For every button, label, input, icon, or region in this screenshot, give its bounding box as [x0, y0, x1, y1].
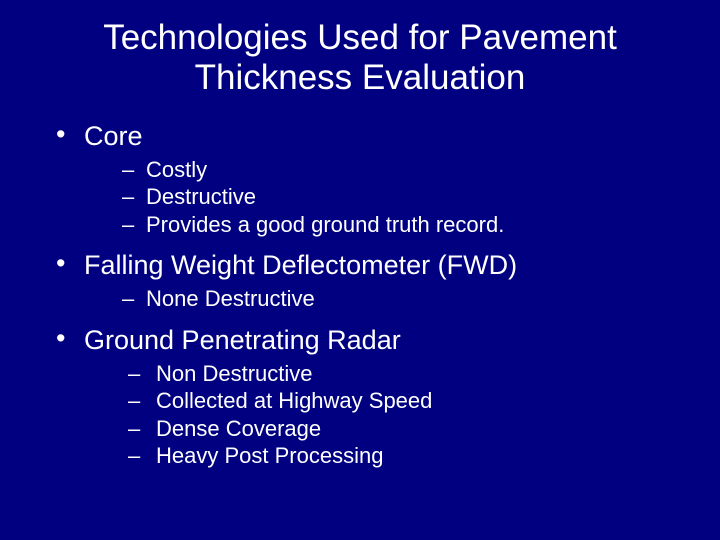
sub-text: None Destructive [146, 286, 315, 311]
bullet-label: Core [84, 121, 143, 151]
sub-text: Destructive [146, 184, 256, 209]
sub-text: Costly [146, 157, 207, 182]
sub-text: Provides a good ground truth record. [146, 212, 504, 237]
sub-list-gpr: Non Destructive Collected at Highway Spe… [84, 360, 670, 470]
sub-item: Destructive [84, 183, 670, 211]
slide-title: Technologies Used for Pavement Thickness… [50, 18, 670, 99]
bullet-label: Ground Penetrating Radar [84, 325, 401, 355]
bullet-core: Core Costly Destructive Provides a good … [50, 121, 670, 239]
sub-list-fwd: None Destructive [84, 285, 670, 313]
bullet-gpr: Ground Penetrating Radar Non Destructive… [50, 325, 670, 470]
sub-item: Heavy Post Processing [84, 442, 670, 470]
bullet-list: Core Costly Destructive Provides a good … [50, 121, 670, 470]
sub-text: Collected at Highway Speed [156, 388, 432, 413]
sub-list-core: Costly Destructive Provides a good groun… [84, 156, 670, 239]
sub-item: Costly [84, 156, 670, 184]
sub-item: Non Destructive [84, 360, 670, 388]
sub-text: Non Destructive [156, 361, 313, 386]
sub-text: Heavy Post Processing [156, 443, 383, 468]
bullet-label: Falling Weight Deflectometer (FWD) [84, 250, 517, 280]
bullet-fwd: Falling Weight Deflectometer (FWD) None … [50, 250, 670, 313]
sub-item: None Destructive [84, 285, 670, 313]
sub-text: Dense Coverage [156, 416, 321, 441]
sub-item: Collected at Highway Speed [84, 387, 670, 415]
slide: Technologies Used for Pavement Thickness… [0, 0, 720, 540]
sub-item: Dense Coverage [84, 415, 670, 443]
sub-item: Provides a good ground truth record. [84, 211, 670, 239]
